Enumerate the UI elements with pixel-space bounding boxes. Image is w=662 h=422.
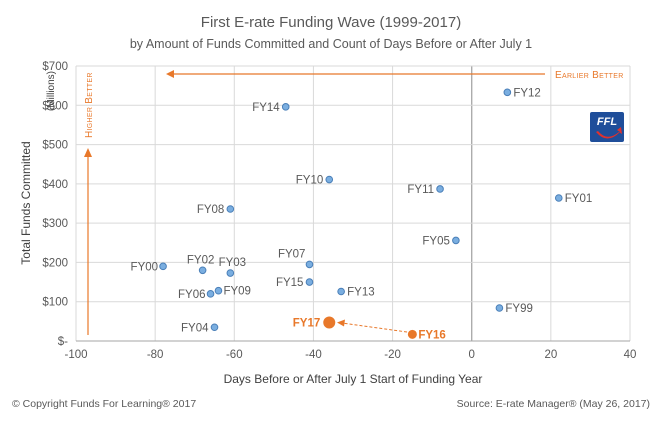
ffl-logo: FFL (590, 112, 624, 142)
footer-copyright: © Copyright Funds For Learning® 2017 (12, 398, 196, 410)
y-tick-label: $- (58, 336, 68, 348)
data-point-labels: FY14 FY12 FY01 FY10 FY11 FY08 FY05 FY00 FY02 FY03… (131, 87, 593, 341)
fy16-to-fy17-arrow (337, 319, 408, 333)
higher-better-arrowhead (84, 148, 92, 157)
point-label-fy10: FY10 (296, 175, 324, 187)
point-label-fy09: FY09 (223, 286, 251, 298)
data-point-fy15 (305, 278, 314, 286)
y-tick-label: $100 (42, 297, 68, 309)
data-point-fy02 (198, 266, 207, 275)
point-label-fy14: FY14 (252, 102, 280, 114)
logo-text: FFL (597, 116, 617, 128)
data-points (159, 88, 563, 339)
earlier-better-annotation: Earlier Better (166, 70, 624, 81)
point-label-fy17: FY17 (293, 318, 321, 330)
x-tick-label: -80 (147, 349, 164, 361)
data-point-fy08 (226, 205, 235, 213)
plot-area (76, 66, 630, 341)
data-point-fy00 (159, 262, 167, 271)
point-label-fy06: FY06 (178, 289, 206, 301)
point-label-fy13: FY13 (347, 287, 375, 299)
data-point-fy12 (503, 88, 512, 97)
y-axis-unit: (Millions) (46, 71, 57, 111)
comparison-arrowhead (337, 319, 345, 327)
x-axis-title: Days Before or After July 1 Start of Fun… (224, 372, 483, 386)
x-tick-label: -40 (305, 349, 322, 361)
y-tick-label: $700 (42, 61, 68, 73)
data-point-fy13 (337, 287, 345, 296)
earlier-better-arrowhead (166, 70, 174, 78)
y-tick-label: $400 (42, 179, 68, 191)
gridlines (75, 65, 631, 342)
data-point-fy14 (281, 103, 290, 111)
data-point-fy10 (325, 175, 334, 184)
plot-background (76, 66, 630, 341)
data-point-fy09 (214, 286, 223, 295)
data-point-fy06 (206, 290, 215, 298)
x-tick-label: -60 (226, 349, 243, 361)
footer-source: Source: E-rate Manager® (May 26, 2017) (457, 398, 650, 410)
x-tick-labels: -100 -80 -60 -40 -20 0 20 40 (64, 349, 636, 361)
x-tick-label: 40 (624, 349, 637, 361)
earlier-better-label: Earlier Better (555, 70, 624, 81)
x-tick-label: -20 (384, 349, 401, 361)
point-label-fy02: FY02 (187, 254, 215, 266)
point-label-fy07: FY07 (278, 248, 306, 260)
chart-subtitle: by Amount of Funds Committed and Count o… (130, 37, 532, 51)
logo-swoosh-icon (596, 127, 622, 139)
data-point-fy99 (495, 304, 504, 312)
data-point-fy03 (226, 269, 235, 277)
point-label-fy11: FY11 (407, 184, 434, 196)
x-tick-label: -100 (64, 349, 87, 361)
y-tick-label: $600 (42, 100, 68, 112)
data-point-fy07 (305, 260, 314, 269)
chart-title: First E-rate Funding Wave (1999-2017) (201, 14, 461, 31)
y-axis-title: Total Funds Committed (19, 141, 33, 264)
higher-better-label: Higher Better (84, 72, 95, 138)
higher-better-annotation: Higher Better (84, 72, 95, 335)
data-point-fy04 (210, 323, 219, 332)
point-label-fy12: FY12 (513, 87, 541, 99)
data-point-fy01 (554, 194, 563, 202)
point-label-fy15: FY15 (276, 277, 304, 289)
data-point-fy17 (323, 316, 336, 329)
point-label-fy03: FY03 (219, 257, 247, 269)
point-label-fy08: FY08 (197, 204, 225, 216)
point-label-fy00: FY00 (131, 261, 159, 273)
y-tick-label: $200 (42, 257, 68, 269)
point-label-fy99: FY99 (505, 303, 533, 315)
y-tick-label: $300 (42, 218, 68, 230)
data-point-fy05 (452, 236, 460, 245)
data-point-fy16 (407, 329, 417, 339)
x-tick-label: 20 (544, 349, 557, 361)
point-label-fy04: FY04 (181, 322, 209, 334)
comparison-dashed-line (341, 322, 408, 333)
y-tick-label: $500 (42, 140, 68, 152)
x-tick-label: 0 (469, 349, 475, 361)
point-label-fy16: FY16 (418, 329, 446, 341)
data-point-fy11 (436, 185, 444, 193)
y-tick-labels: $- $100 $200 $300 $400 $500 $600 $700 (42, 61, 68, 348)
point-label-fy05: FY05 (422, 235, 450, 247)
point-label-fy01: FY01 (565, 193, 593, 205)
